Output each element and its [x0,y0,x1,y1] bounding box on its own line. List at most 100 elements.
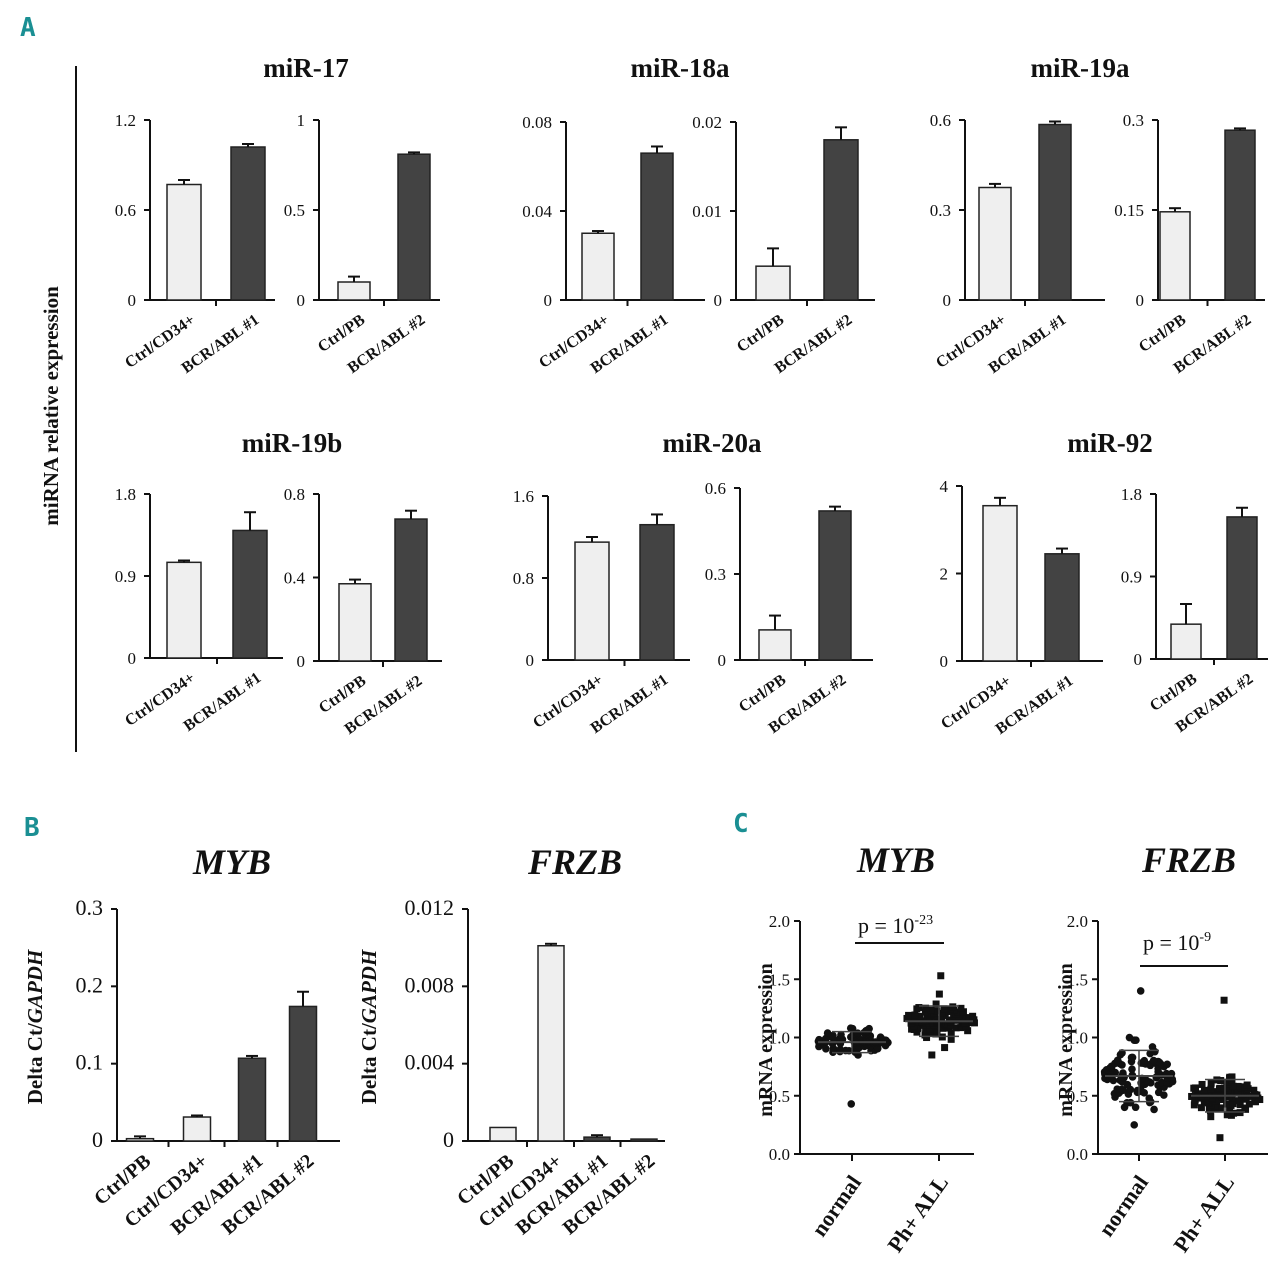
title-b-myb: MYB [192,842,271,882]
data-point [1216,1104,1224,1112]
data-point [1163,1060,1172,1069]
bar-a11-0 [982,504,1018,662]
category-label: Ctrl/PB [1136,311,1190,356]
data-point [1128,1065,1136,1073]
data-point [1126,1098,1135,1107]
data-point [933,1028,941,1036]
ylabel-c-frzb: mRNA expression [1055,963,1077,1117]
bar-b2-2 [583,1136,611,1142]
data-point [847,1100,856,1108]
y-tick-label: 1.6 [513,487,534,506]
data-point [1145,1094,1154,1103]
panel-letter-b: B [24,813,40,843]
bar-b1-3 [288,1005,318,1142]
panel-letter-c: C [733,809,749,839]
data-point [1125,1033,1134,1042]
data-point [1191,1096,1199,1104]
bar-a9-0 [574,541,610,661]
data-point [1235,1097,1243,1105]
bar-a5-1 [1038,123,1072,301]
data-point [945,1016,953,1024]
y-tick-label: 0.3 [930,201,951,220]
data-point [1207,1085,1215,1093]
y-tick-label: 0.9 [1121,568,1142,587]
y-tick-label: 0.9 [115,567,136,586]
y-tick-label: 4 [940,477,949,496]
y-tick-label: 0.3 [76,895,104,920]
data-point [1229,1082,1237,1090]
data-point [1157,1078,1166,1087]
y-tick-label: 0.6 [930,111,951,130]
data-point [933,1007,941,1015]
data-point [1243,1081,1251,1089]
chart-c2: 0.0 0.5 1.0 1.5 2.0 normal Ph+ ALL [1067,912,1268,1257]
data-point [1224,1086,1232,1094]
y-tick-label: 0 [1136,291,1145,310]
ylabel-b-myb: Delta Ct/GAPDH [23,949,47,1104]
y-tick-label: 0.012 [405,895,455,920]
data-point [1207,1079,1215,1087]
y-tick-label: 0.008 [405,972,455,997]
data-point [916,1012,924,1020]
y-tick-label: 0 [718,651,727,670]
title-mir-92: miR-92 [1067,428,1152,458]
y-tick-label: 0.15 [1114,201,1144,220]
y-tick-label: 0.5 [1067,1087,1088,1106]
y-tick-label: 0.004 [405,1050,455,1075]
chart-b2: 00.0040.0080.012Ctrl/PBCtrl/CD34+BCR/ABL… [405,895,665,1239]
pvalue-c-frzb: p = 10-9 [1143,930,1211,955]
data-point [927,1006,935,1014]
chart-c1: 0.0 0.5 1.0 1.5 2.0 normal Ph+ ALL [769,912,978,1257]
data-point [926,1015,934,1023]
category-label: Ph+ ALL [882,1171,953,1257]
data-point [846,1024,855,1032]
data-point [1128,1053,1137,1062]
y-tick-label: 0 [443,1127,454,1152]
title-c-myb: MYB [856,840,935,880]
bar-a11-1 [1044,553,1080,662]
title-mir-20a: miR-20a [663,428,762,458]
data-point [1149,1056,1158,1065]
data-point [952,1024,960,1032]
data-point [1236,1101,1244,1109]
data-point [915,1004,923,1012]
ylabel-b-frzb: Delta Ct/GAPDH [357,949,381,1104]
y-tick-label: 0.8 [513,569,534,588]
y-tick-label: 0 [943,291,952,310]
bar-a4-1 [823,139,859,301]
bar-b1-0 [125,1137,155,1142]
bar-b2-0 [489,1126,517,1142]
y-tick-label: 1.2 [115,111,136,130]
data-point [954,1008,962,1016]
data-point [949,1003,957,1011]
bar-a8-0 [338,583,372,662]
bar-a7-1 [232,529,268,659]
data-point [1225,1093,1233,1101]
data-point [1241,1104,1249,1112]
data-point [1250,1086,1258,1094]
data-point [1230,1109,1238,1117]
data-point [823,1029,832,1037]
y-tick-label: 0.3 [705,565,726,584]
y-tick-label: 0.0 [769,1145,790,1164]
data-point [940,1005,948,1013]
title-mir-18a: miR-18a [631,53,730,83]
title-c-frzb: FRZB [1141,840,1236,880]
data-point [969,1012,977,1020]
y-tick-label: 0 [1134,650,1143,669]
data-point [1130,1121,1139,1129]
y-tick-label: 0.08 [522,113,552,132]
shared-ylabel-a: miRNA relative expression [39,286,63,526]
category-label: Ctrl/PB [734,311,788,356]
data-point [1113,1085,1122,1093]
data-point [1220,996,1228,1004]
bar-a1-1 [230,146,266,301]
y-tick-label: 0.1 [76,1050,104,1075]
data-point [836,1045,844,1054]
data-point [964,1027,972,1035]
